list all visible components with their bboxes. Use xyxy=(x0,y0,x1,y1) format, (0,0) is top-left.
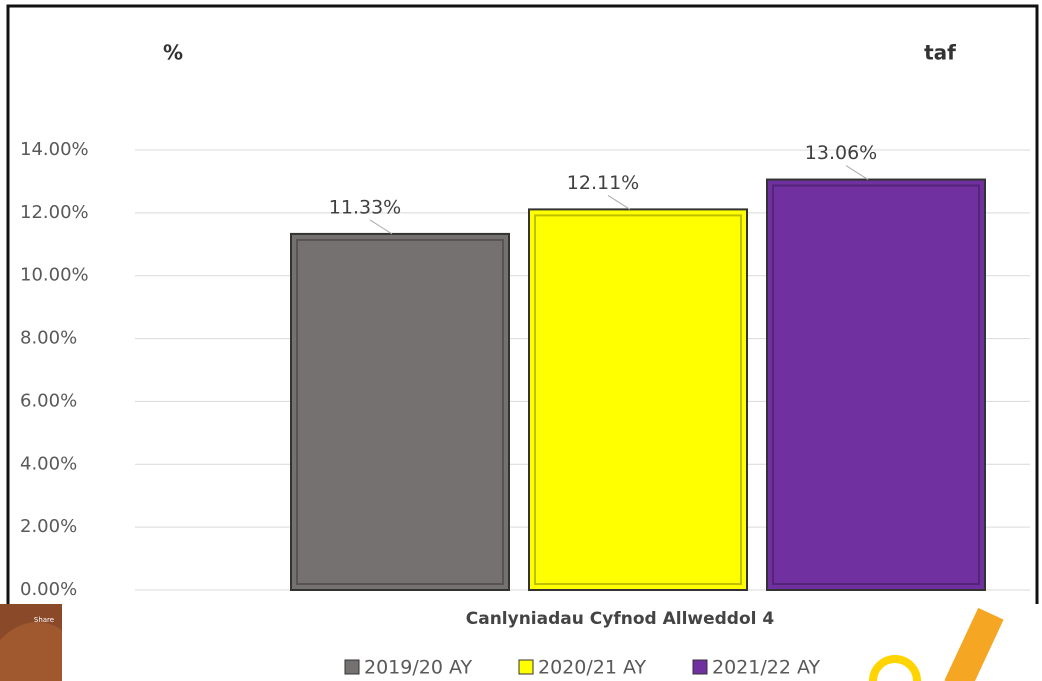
chart-title: % xyxy=(163,41,183,65)
value-label: 11.33% xyxy=(329,196,401,218)
y-tick-label: 10.00% xyxy=(20,265,89,286)
y-tick-label: 0.00% xyxy=(20,579,77,600)
share-label[interactable]: Share xyxy=(34,616,54,624)
bar xyxy=(766,178,986,592)
x-axis-label: Canlyniadau Cyfnod Allweddol 4 xyxy=(466,609,775,629)
bar-bevel xyxy=(534,214,742,585)
y-tick-label: 8.00% xyxy=(20,328,77,349)
ruler-icon xyxy=(869,607,1004,681)
chart-title: taf xyxy=(924,41,956,65)
leader-line xyxy=(369,219,393,235)
bar-bevel xyxy=(296,238,504,586)
icon-ring xyxy=(869,655,921,681)
legend-swatch xyxy=(692,659,708,675)
value-label: 13.06% xyxy=(805,142,877,164)
value-label: 12.11% xyxy=(567,172,639,194)
legend-swatch xyxy=(344,659,360,675)
leader-line xyxy=(607,194,631,210)
thumbnail-shade xyxy=(0,622,62,681)
legend-swatch xyxy=(518,659,534,675)
leader-line xyxy=(845,165,869,180)
legend-label: 2020/21 AY xyxy=(538,657,646,679)
bar-bevel xyxy=(772,184,980,586)
thumbnail: Share xyxy=(0,604,62,681)
bar xyxy=(290,232,510,592)
legend-label: 2019/20 AY xyxy=(364,657,472,679)
legend-label: 2021/22 AY xyxy=(712,657,820,679)
y-tick-label: 14.00% xyxy=(20,139,89,160)
icon-ruler xyxy=(944,607,1004,681)
y-tick-label: 6.00% xyxy=(20,390,77,411)
y-tick-label: 12.00% xyxy=(20,202,89,223)
y-tick-label: 4.00% xyxy=(20,453,77,474)
y-tick-label: 2.00% xyxy=(20,516,77,537)
bar xyxy=(528,208,748,591)
frame xyxy=(6,4,1039,604)
